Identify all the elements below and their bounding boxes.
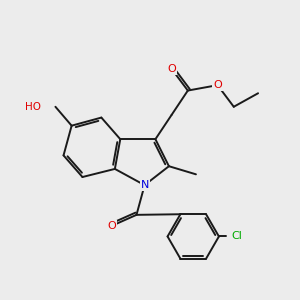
Text: N: N [140, 180, 149, 190]
Text: HO: HO [25, 102, 40, 112]
Text: Cl: Cl [231, 232, 242, 242]
Text: O: O [167, 64, 176, 74]
Text: O: O [108, 221, 116, 231]
Text: O: O [213, 80, 222, 90]
